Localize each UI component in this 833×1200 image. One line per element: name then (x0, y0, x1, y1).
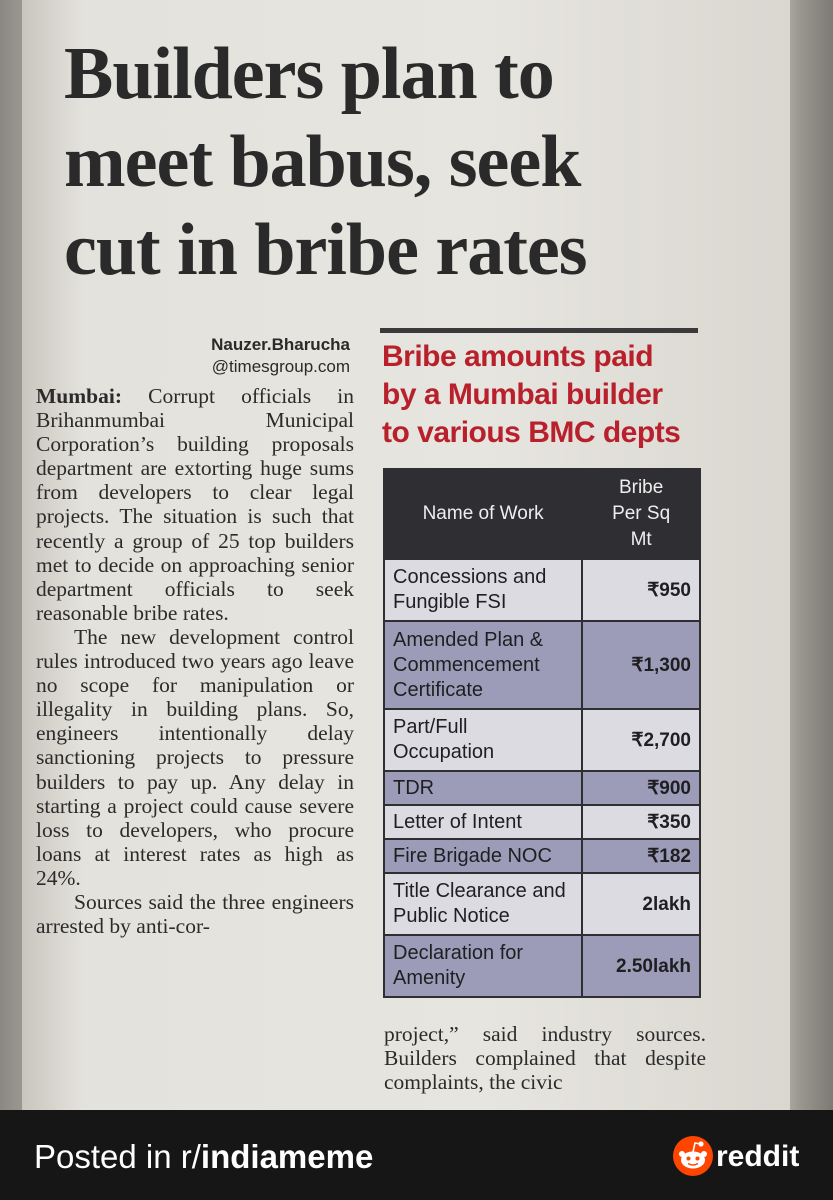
table-row: Fire Brigade NOC ₹182 (382, 838, 701, 874)
posted-in-label: Posted in r/ (34, 1138, 201, 1175)
work-cell: Part/Full Occupation (382, 708, 584, 772)
posted-in-subreddit[interactable]: Posted in r/indiameme (34, 1137, 373, 1177)
header-line: Per Sq (612, 503, 671, 524)
work-cell: TDR (382, 770, 584, 806)
table-header-row: Name of Work Bribe Per Sq Mt (382, 468, 701, 560)
subreddit-name[interactable]: indiameme (200, 1138, 374, 1175)
bribe-table: Name of Work Bribe Per Sq Mt Concessions… (382, 468, 701, 998)
article-paragraph: Mumbai: Corrupt officials in Brihanmumba… (36, 384, 354, 625)
table-row: Letter of Intent ₹350 (382, 804, 701, 840)
amount-cell: 2lakh (581, 872, 701, 936)
work-cell: Declaration for Amenity (382, 934, 584, 998)
headline-line: Builders plan to (64, 33, 555, 115)
box-top-rule (380, 328, 698, 333)
reddit-alien-icon[interactable] (673, 1136, 713, 1176)
amount-cell: ₹182 (581, 838, 701, 874)
header-bribe-per-sq-mt: Bribe Per Sq Mt (581, 468, 701, 560)
table-row: Concessions and Fungible FSI ₹950 (382, 558, 701, 622)
paragraph-text: Corrupt officials in Brihanmumbai Munici… (36, 384, 354, 625)
reddit-wordmark[interactable]: reddit (716, 1140, 800, 1173)
article-paragraph: project,” said industry sources. Builder… (384, 1022, 706, 1095)
amount-cell: ₹2,700 (581, 708, 701, 772)
article-paragraph: Sources said the three engineers arreste… (36, 889, 354, 939)
byline-handle: @timesgroup.com (211, 357, 350, 376)
header-line: Mt (630, 529, 652, 550)
article-column-left: Mumbai: Corrupt officials in Brihanmumba… (36, 384, 354, 938)
amount-cell: ₹900 (581, 770, 701, 806)
headline-line: cut in bribe rates (64, 209, 588, 291)
work-cell: Concessions and Fungible FSI (382, 558, 584, 622)
amount-cell: ₹1,300 (581, 620, 701, 710)
work-cell: Title Clearance and Public Notice (382, 872, 584, 936)
work-cell: Fire Brigade NOC (382, 838, 584, 874)
box-title-line: Bribe amounts paid (382, 340, 654, 373)
table-row: Declaration for Amenity 2.50lakh (382, 934, 701, 998)
byline-name: Nauzer.Bharucha (211, 335, 350, 354)
article-paragraph: The new development control rules introd… (36, 624, 354, 890)
work-cell: Amended Plan & Commencement Certificate (382, 620, 584, 710)
table-row: TDR ₹900 (382, 770, 701, 806)
amount-cell: 2.50lakh (581, 934, 701, 998)
dateline: Mumbai: (36, 384, 122, 408)
table-row: Part/Full Occupation ₹2,700 (382, 708, 701, 772)
byline: Nauzer.Bharucha @timesgroup.com (120, 334, 350, 378)
box-title-line: by a Mumbai builder (382, 378, 663, 411)
newspaper-photo: Builders plan to meet babus, seek cut in… (0, 0, 833, 1110)
header-name-of-work: Name of Work (382, 468, 584, 560)
table-row: Title Clearance and Public Notice 2lakh (382, 872, 701, 936)
work-cell: Letter of Intent (382, 804, 584, 840)
table-row: Amended Plan & Commencement Certificate … (382, 620, 701, 710)
amount-cell: ₹950 (581, 558, 701, 622)
amount-cell: ₹350 (581, 804, 701, 840)
box-title-line: to various BMC depts (382, 416, 681, 449)
box-title: Bribe amounts paid by a Mumbai builder t… (382, 338, 712, 452)
headline: Builders plan to meet babus, seek cut in… (64, 30, 714, 294)
headline-line: meet babus, seek (64, 121, 581, 203)
header-line: Bribe (618, 477, 664, 498)
article-column-right: project,” said industry sources. Builder… (384, 1022, 706, 1094)
